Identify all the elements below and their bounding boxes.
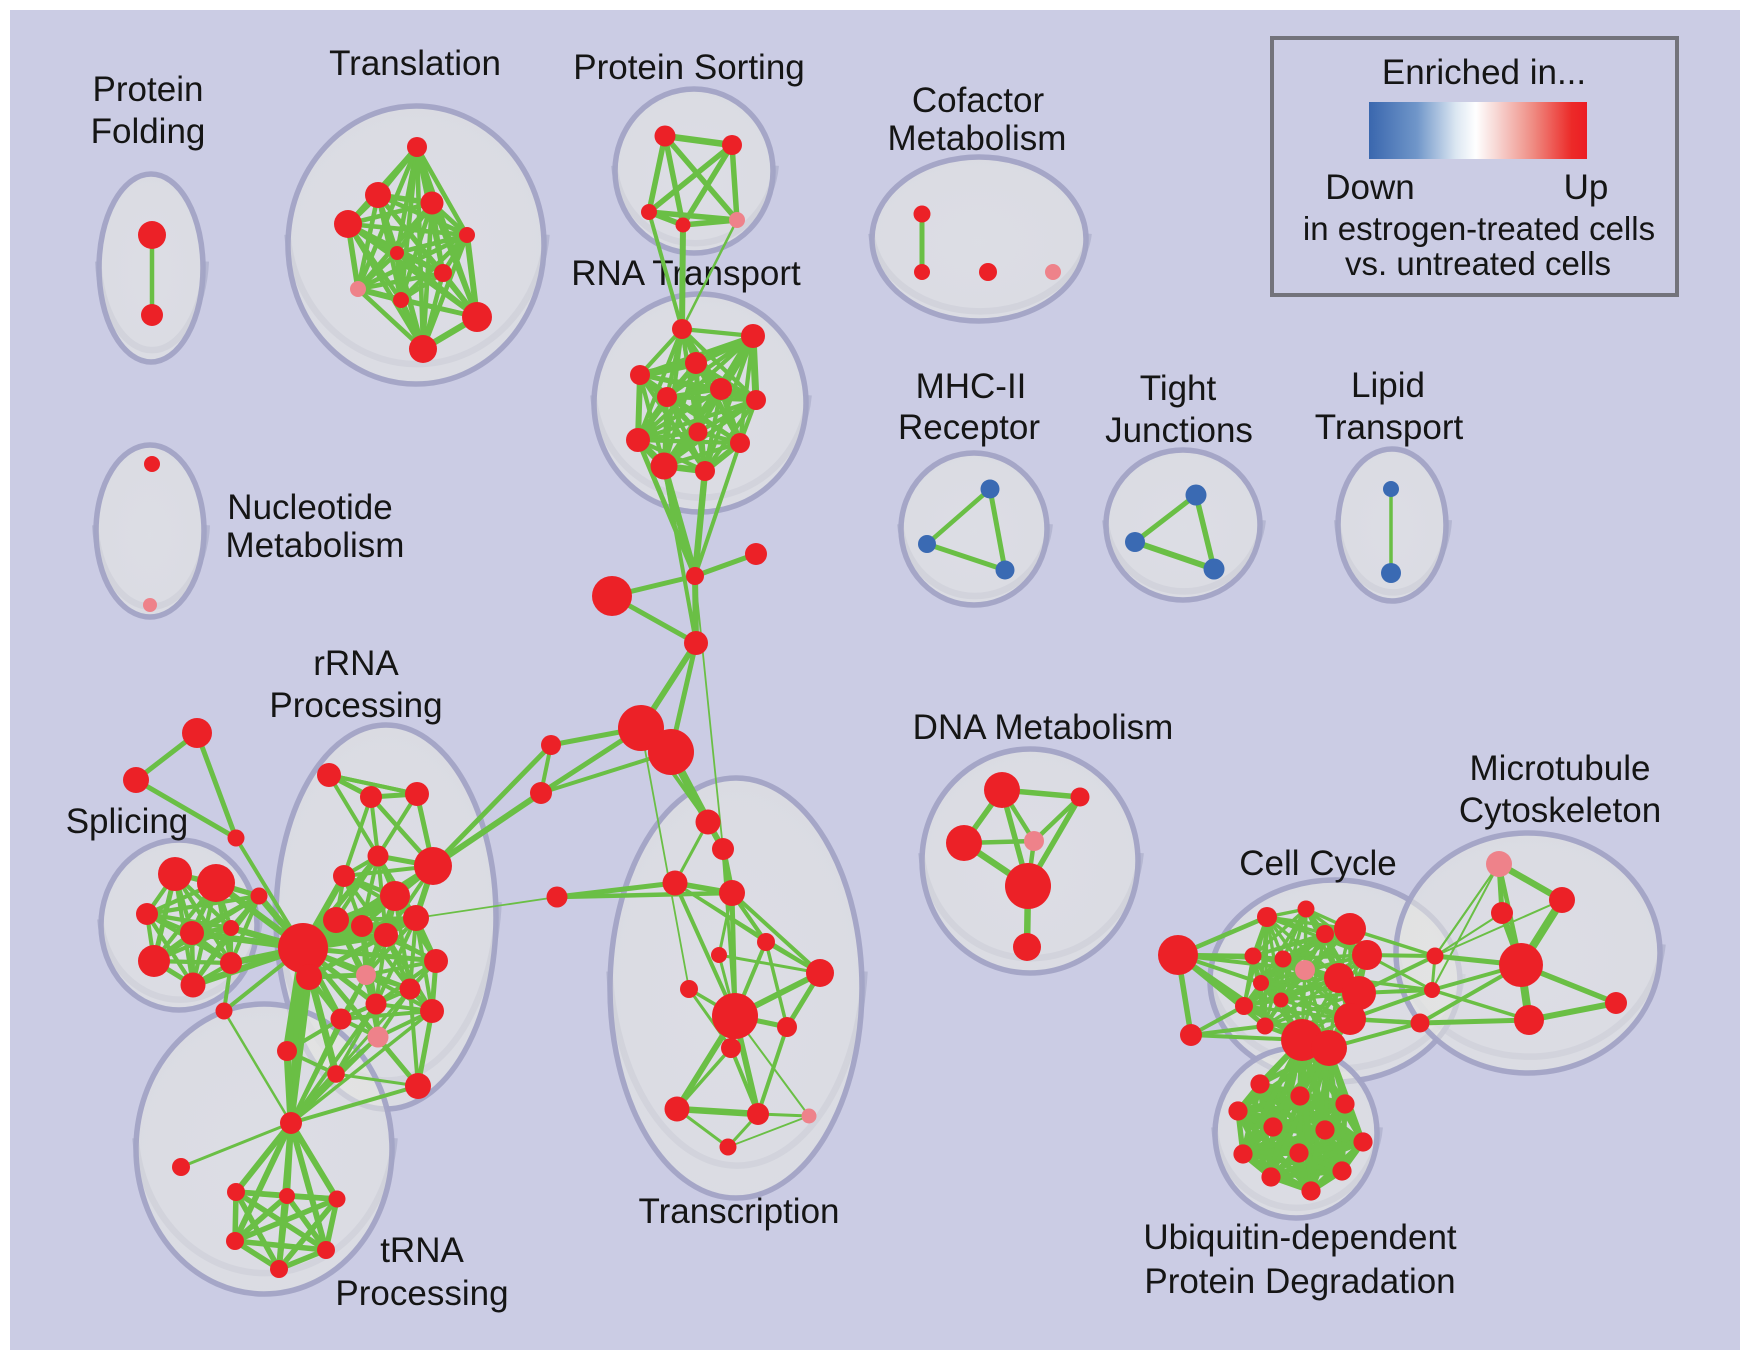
svg-text:Metabolism: Metabolism <box>888 119 1067 158</box>
svg-text:Microtubule: Microtubule <box>1470 749 1651 788</box>
svg-text:Cytoskeleton: Cytoskeleton <box>1459 791 1661 830</box>
svg-text:Splicing: Splicing <box>66 802 189 841</box>
svg-text:Protein Degradation: Protein Degradation <box>1144 1262 1455 1301</box>
svg-text:Enriched in...: Enriched in... <box>1382 53 1586 92</box>
svg-text:Up: Up <box>1564 168 1609 207</box>
svg-text:Metabolism: Metabolism <box>226 526 405 565</box>
svg-text:rRNA: rRNA <box>313 644 399 683</box>
svg-text:tRNA: tRNA <box>380 1231 464 1270</box>
svg-text:Down: Down <box>1325 168 1414 207</box>
svg-text:Ubiquitin-dependent: Ubiquitin-dependent <box>1143 1218 1457 1257</box>
svg-text:Transcription: Transcription <box>639 1192 840 1231</box>
svg-text:in estrogen-treated cells: in estrogen-treated cells <box>1303 210 1655 247</box>
svg-text:Processing: Processing <box>335 1274 508 1313</box>
svg-text:Receptor: Receptor <box>898 408 1040 447</box>
svg-text:Cofactor: Cofactor <box>912 81 1045 120</box>
svg-text:MHC-II: MHC-II <box>916 367 1027 406</box>
svg-text:Protein: Protein <box>93 70 204 109</box>
svg-text:RNA Transport: RNA Transport <box>571 254 801 293</box>
svg-text:Processing: Processing <box>269 686 442 725</box>
svg-text:Translation: Translation <box>329 44 501 83</box>
svg-text:Folding: Folding <box>91 112 206 151</box>
svg-text:Transport: Transport <box>1315 408 1464 447</box>
svg-text:DNA Metabolism: DNA Metabolism <box>913 708 1174 747</box>
svg-text:Lipid: Lipid <box>1351 366 1425 405</box>
svg-text:Nucleotide: Nucleotide <box>227 488 392 527</box>
svg-text:Junctions: Junctions <box>1105 411 1253 450</box>
svg-text:Cell Cycle: Cell Cycle <box>1239 844 1397 883</box>
svg-text:vs. untreated cells: vs. untreated cells <box>1345 245 1611 282</box>
svg-text:Protein Sorting: Protein Sorting <box>573 48 805 87</box>
svg-text:Tight: Tight <box>1140 369 1217 408</box>
